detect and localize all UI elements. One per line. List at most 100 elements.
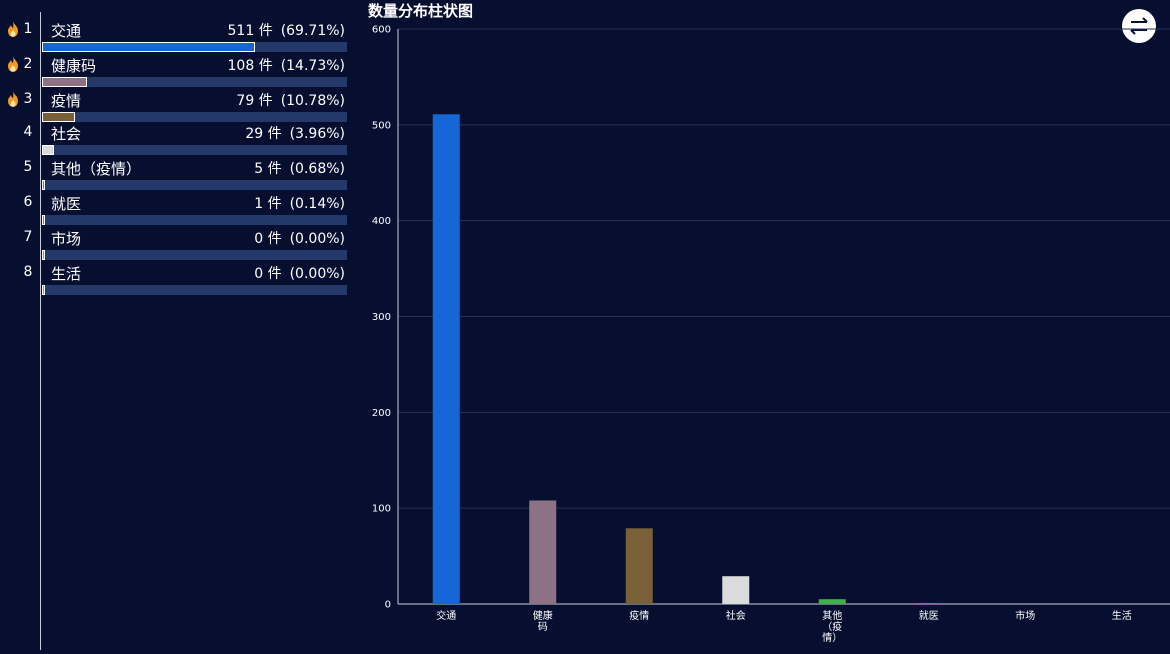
bar — [529, 500, 557, 604]
fire-icon — [8, 21, 18, 37]
progress-track — [42, 42, 347, 52]
rank-number: 7 — [23, 229, 33, 245]
rank-number: 3 — [23, 91, 33, 107]
bar — [722, 576, 750, 604]
category-label: 生活 — [51, 265, 82, 283]
rank-number: 2 — [23, 56, 33, 72]
count-value: 108 件 — [227, 58, 273, 74]
rank-number: 5 — [23, 159, 33, 175]
progress-fill — [42, 112, 75, 122]
progress-fill — [42, 145, 55, 155]
percent-value: (0.00%) — [289, 231, 345, 247]
x-tick-label: 疫情 — [629, 609, 649, 622]
category-label: 就医 — [51, 195, 82, 213]
swap-view-button[interactable] — [1122, 9, 1156, 43]
y-tick-label: 600 — [372, 25, 391, 36]
progress-fill — [42, 250, 45, 260]
progress-track — [42, 77, 347, 87]
count-percent: 0 件 (0.00%) — [254, 228, 345, 248]
fire-icon — [8, 56, 18, 72]
ranking-row: 6 就医 1 件 (0.14%) — [0, 191, 350, 225]
count-percent: 0 件 (0.00%) — [254, 263, 345, 283]
category-label: 健康码 — [51, 57, 97, 75]
y-tick-label: 0 — [385, 600, 391, 611]
x-tick-label: 生活 — [1112, 609, 1132, 622]
progress-track — [42, 112, 347, 122]
count-value: 29 件 — [245, 126, 282, 142]
fire-icon — [8, 91, 18, 107]
x-tick-label: 交通 — [436, 609, 456, 622]
progress-fill — [42, 285, 45, 295]
progress-fill — [42, 42, 255, 52]
x-tick-label-line: 就医 — [919, 609, 939, 622]
ranking-row: 8 生活 0 件 (0.00%) — [0, 261, 350, 295]
category-label: 社会 — [51, 125, 82, 143]
x-tick-label-line: 情） — [822, 631, 842, 644]
x-tick-label-line: 社会 — [726, 609, 746, 622]
x-tick-label-line: 码 — [538, 621, 548, 633]
count-percent: 108 件 (14.73%) — [228, 55, 345, 75]
ranking-row: 2 健康码 108 件 (14.73%) — [0, 53, 350, 87]
x-tick-label-line: 其他 — [822, 609, 842, 622]
percent-value: (69.71%) — [280, 23, 345, 39]
category-label: 市场 — [51, 230, 82, 248]
rank-number: 1 — [23, 21, 33, 37]
y-tick-label: 500 — [372, 120, 391, 131]
progress-fill — [42, 77, 87, 87]
rank-number: 4 — [23, 124, 33, 140]
category-label: 其他（疫情） — [51, 160, 142, 178]
progress-fill — [42, 215, 45, 225]
y-tick-label: 100 — [372, 504, 391, 515]
bar — [818, 599, 846, 604]
x-tick-label: 就医 — [919, 609, 939, 622]
category-label: 疫情 — [51, 92, 82, 110]
rank-number: 6 — [23, 194, 33, 210]
ranking-row: 5 其他（疫情） 5 件 (0.68%) — [0, 156, 350, 190]
x-tick-label: 市场 — [1015, 609, 1035, 622]
x-tick-label: 健康码 — [533, 609, 553, 633]
count-percent: 5 件 (0.68%) — [254, 158, 345, 178]
chart-title: 数量分布柱状图 — [368, 2, 474, 20]
y-tick-label: 300 — [372, 312, 391, 323]
percent-value: (3.96%) — [289, 126, 345, 142]
count-percent: 1 件 (0.14%) — [254, 193, 345, 213]
x-tick-label-line: 健康 — [533, 609, 553, 622]
progress-track — [42, 215, 347, 225]
ranking-row: 4 社会 29 件 (3.96%) — [0, 121, 350, 155]
x-tick-label: 社会 — [726, 609, 746, 622]
bar — [625, 528, 653, 604]
count-percent: 29 件 (3.96%) — [245, 123, 345, 143]
ranking-row: 3 疫情 79 件 (10.78%) — [0, 88, 350, 122]
count-value: 0 件 — [254, 231, 282, 247]
progress-fill — [42, 180, 45, 190]
progress-track — [42, 145, 347, 155]
swap-arrows-icon — [1130, 17, 1148, 35]
progress-track — [42, 250, 347, 260]
count-value: 511 件 — [227, 23, 273, 39]
progress-track — [42, 180, 347, 190]
y-tick-label: 200 — [372, 408, 391, 419]
count-percent: 511 件 (69.71%) — [228, 20, 345, 40]
category-label: 交通 — [51, 22, 82, 40]
x-tick-label: 其他（疫情） — [822, 609, 842, 644]
percent-value: (10.78%) — [280, 93, 345, 109]
bar-chart: 0 100 200 300 400 500 600 交通 健康码 疫情 社会 其他（疫情） 就医 市场 生活 — [372, 25, 1170, 644]
ranking-panel: 1 交通 511 件 (69.71%) 2 健康码 108 件 (14.73%) 3 疫情 79 件… — [0, 0, 360, 654]
count-value: 79 件 — [236, 93, 273, 109]
progress-track — [42, 285, 347, 295]
x-tick-label-line: 疫情 — [629, 609, 649, 622]
ranking-divider — [40, 12, 41, 650]
x-tick-label-line: 交通 — [436, 609, 456, 622]
count-value: 0 件 — [254, 266, 282, 282]
count-value: 1 件 — [254, 196, 282, 212]
count-percent: 79 件 (10.78%) — [236, 90, 345, 110]
ranking-row: 1 交通 511 件 (69.71%) — [0, 18, 350, 52]
y-tick-label: 400 — [372, 216, 391, 227]
count-value: 5 件 — [254, 161, 282, 177]
percent-value: (0.00%) — [289, 266, 345, 282]
ranking-row: 7 市场 0 件 (0.00%) — [0, 226, 350, 260]
bar — [915, 603, 943, 604]
percent-value: (0.68%) — [289, 161, 345, 177]
x-tick-label-line: 生活 — [1112, 609, 1132, 622]
percent-value: (14.73%) — [280, 58, 345, 74]
